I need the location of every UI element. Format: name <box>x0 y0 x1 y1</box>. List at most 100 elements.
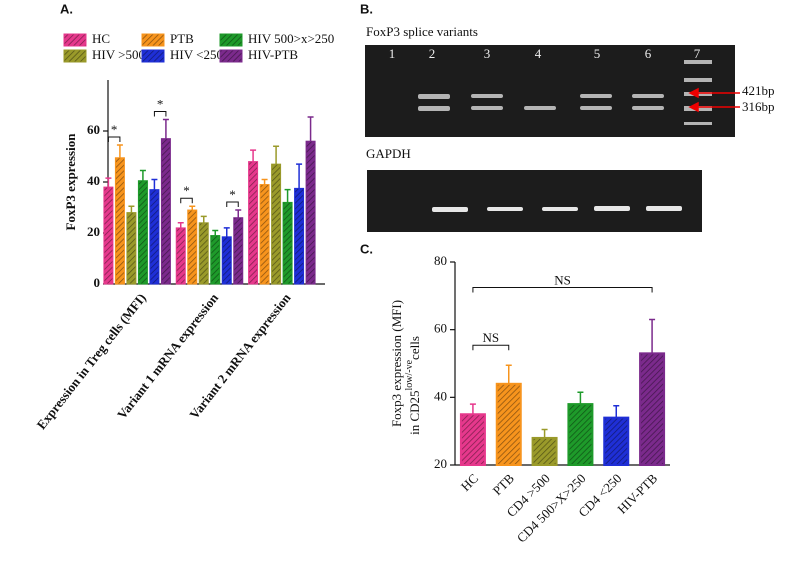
bar <box>282 201 293 285</box>
error-bar <box>151 178 158 190</box>
error-bar <box>649 318 656 354</box>
bar <box>259 184 270 285</box>
lane-label: 1 <box>389 46 396 61</box>
legend-label: HIV 500>x>250 <box>248 31 334 46</box>
bar <box>603 416 630 466</box>
y-axis-label-line: in CD25 <box>407 390 422 434</box>
bar <box>137 180 148 285</box>
significance-bracket <box>472 344 510 351</box>
error-bar <box>505 364 512 384</box>
bar <box>248 161 259 285</box>
bar <box>160 138 171 285</box>
panel-label: A. <box>60 1 73 16</box>
panel-label: B. <box>360 1 373 16</box>
bar <box>567 403 594 467</box>
y-tick-label: 20 <box>87 224 100 239</box>
significance-bracket <box>107 136 121 143</box>
x-tick-label: PTB <box>490 470 518 498</box>
error-bar <box>200 215 207 223</box>
error-bar <box>189 205 196 211</box>
y-tick-label: 40 <box>434 388 447 403</box>
significance-bracket <box>180 197 193 204</box>
gel-bands <box>432 206 682 212</box>
y-axis-label: Foxp3 expression (MFI) in CD25low/-vecell… <box>389 300 422 435</box>
significance-label: NS <box>483 330 500 345</box>
bar <box>459 413 486 466</box>
significance-label: * <box>229 187 236 202</box>
y-axis-label-line: cells <box>407 336 422 360</box>
lane-label: 5 <box>594 46 601 61</box>
error-bar <box>128 205 135 213</box>
error-bar <box>261 178 268 185</box>
bar <box>639 352 666 467</box>
gel-title: FoxP3 splice variants <box>366 24 478 39</box>
lane-label: 2 <box>429 46 436 61</box>
bar <box>233 217 244 285</box>
bar <box>305 140 316 285</box>
legend-label: HIV-PTB <box>248 47 298 62</box>
lane-label: 6 <box>645 46 652 61</box>
bar <box>294 187 305 285</box>
gel-image <box>365 45 735 137</box>
legend-label: HIV <250 <box>170 47 223 62</box>
y-tick-label: 80 <box>434 253 447 268</box>
y-axis-label: FoxP3 expression <box>63 133 78 231</box>
legend-swatch <box>63 33 87 47</box>
y-axis-label-sup: low/-ve <box>404 359 415 390</box>
error-bar <box>212 229 219 236</box>
legend-swatch <box>141 33 165 47</box>
bar <box>531 436 558 466</box>
error-bar <box>116 144 123 158</box>
lane-label: 7 <box>694 46 701 61</box>
error-bar <box>223 227 230 237</box>
legend-swatch <box>141 49 165 63</box>
panel-label: C. <box>360 241 373 256</box>
error-bar <box>273 145 280 165</box>
error-bar <box>162 118 169 139</box>
gel-title: GAPDH <box>366 146 411 161</box>
lane-label: 3 <box>484 46 491 61</box>
significance-label: NS <box>554 273 571 288</box>
error-bar <box>250 149 257 162</box>
error-bar <box>105 177 112 188</box>
error-bar <box>541 428 548 438</box>
significance-bracket <box>472 287 653 293</box>
legend-swatch <box>219 49 243 63</box>
x-tick-label: HIV-PTB <box>614 470 660 516</box>
bar <box>221 236 232 285</box>
legend-label: HIV >500 <box>92 47 145 62</box>
significance-label: * <box>183 183 190 198</box>
legend-label: PTB <box>170 31 194 46</box>
bar <box>198 222 209 285</box>
legend-label: HC <box>92 31 110 46</box>
gel-image <box>367 170 702 232</box>
bar <box>103 186 114 285</box>
lane-label: 4 <box>535 46 542 61</box>
error-bar <box>177 222 184 228</box>
error-bar <box>235 209 242 218</box>
marker-label: 421bp <box>742 83 775 98</box>
y-axis-label-line: Foxp3 expression (MFI) <box>389 300 404 427</box>
y-tick-label: 60 <box>87 122 100 137</box>
error-bar <box>469 403 476 415</box>
bar <box>495 382 522 466</box>
bar <box>175 227 186 285</box>
y-tick-label: 60 <box>434 321 447 336</box>
gel-arrows <box>688 87 740 113</box>
error-bar <box>139 169 146 181</box>
significance-label: * <box>157 97 164 112</box>
legend-swatch <box>219 33 243 47</box>
bar <box>149 189 160 285</box>
significance-bracket <box>226 201 239 208</box>
x-tick-label: HC <box>458 471 481 494</box>
bar <box>126 212 137 285</box>
bar <box>271 163 282 285</box>
error-bar <box>296 163 303 189</box>
bar <box>114 157 125 285</box>
significance-bracket <box>153 111 167 117</box>
significance-label: * <box>111 122 118 137</box>
marker-label: 316bp <box>742 99 775 114</box>
error-bar <box>613 405 620 418</box>
error-bar <box>307 116 314 142</box>
